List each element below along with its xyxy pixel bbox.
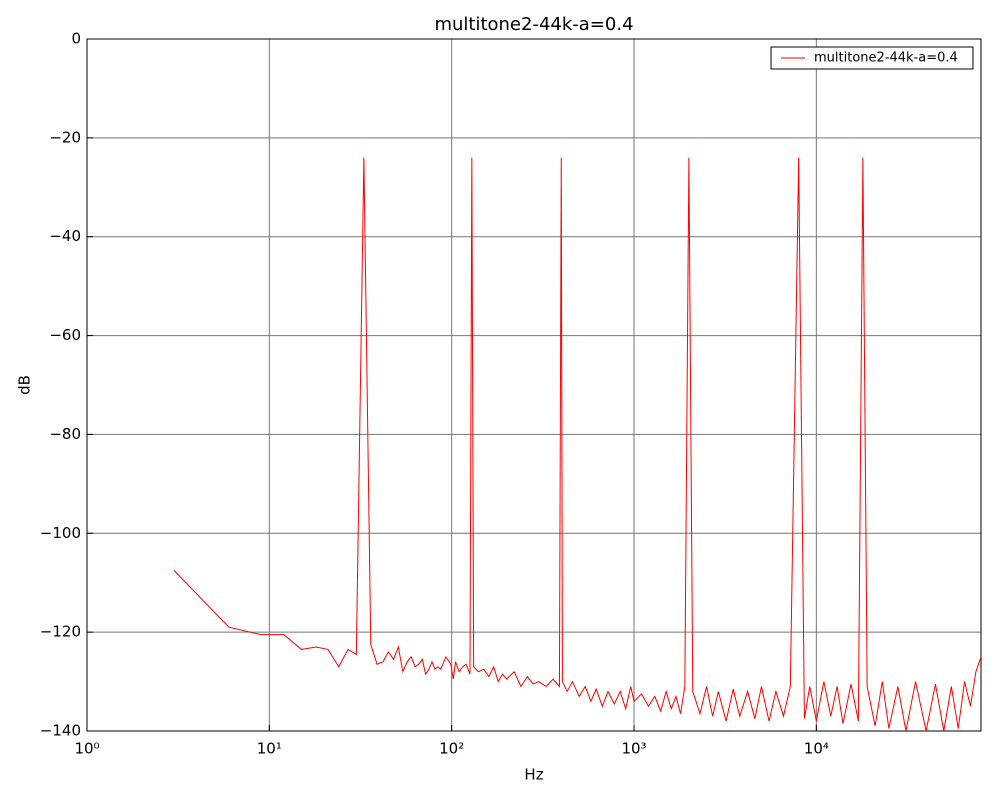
legend-label: multitone2-44k-a=0.4 bbox=[814, 51, 958, 66]
x-tick-label: 10⁰ bbox=[74, 740, 99, 758]
x-tick-label: 10³ bbox=[621, 740, 646, 758]
y-tick-label: −60 bbox=[49, 326, 81, 344]
y-tick-label: −20 bbox=[49, 128, 81, 146]
data-line bbox=[173, 157, 981, 731]
legend: multitone2-44k-a=0.4 bbox=[770, 46, 974, 70]
y-tick-label: −100 bbox=[40, 524, 81, 542]
y-tick-label: −120 bbox=[40, 623, 81, 641]
chart-title: multitone2-44k-a=0.4 bbox=[434, 14, 633, 35]
x-tick-label: 10⁴ bbox=[804, 740, 829, 758]
y-tick-label: −40 bbox=[49, 227, 81, 245]
plot-frame bbox=[86, 38, 982, 732]
legend-box bbox=[770, 46, 974, 70]
y-tick-label: 0 bbox=[71, 30, 81, 48]
x-tick-label: 10¹ bbox=[257, 740, 282, 758]
x-axis-label: Hz bbox=[524, 766, 543, 784]
y-axis-label: dB bbox=[16, 375, 34, 395]
y-tick-label: −80 bbox=[49, 425, 81, 443]
x-tick-label: 10² bbox=[439, 740, 464, 758]
y-tick-label: −140 bbox=[40, 722, 81, 740]
